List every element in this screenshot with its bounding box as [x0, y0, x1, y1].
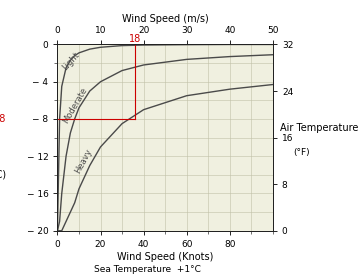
Text: Air Temperature: Air Temperature: [280, 123, 359, 133]
Text: Moderate: Moderate: [61, 85, 89, 125]
Text: − 8: − 8: [0, 114, 6, 124]
Text: (°F): (°F): [293, 148, 310, 157]
X-axis label: Wind Speed (m/s): Wind Speed (m/s): [122, 14, 209, 24]
Text: 18: 18: [129, 34, 141, 44]
Text: Light: Light: [60, 50, 81, 72]
Text: (°C): (°C): [0, 170, 7, 180]
X-axis label: Wind Speed (Knots): Wind Speed (Knots): [117, 252, 213, 262]
Text: Heavy: Heavy: [73, 147, 94, 175]
Text: Sea Temperature  +1°C: Sea Temperature +1°C: [94, 265, 201, 274]
